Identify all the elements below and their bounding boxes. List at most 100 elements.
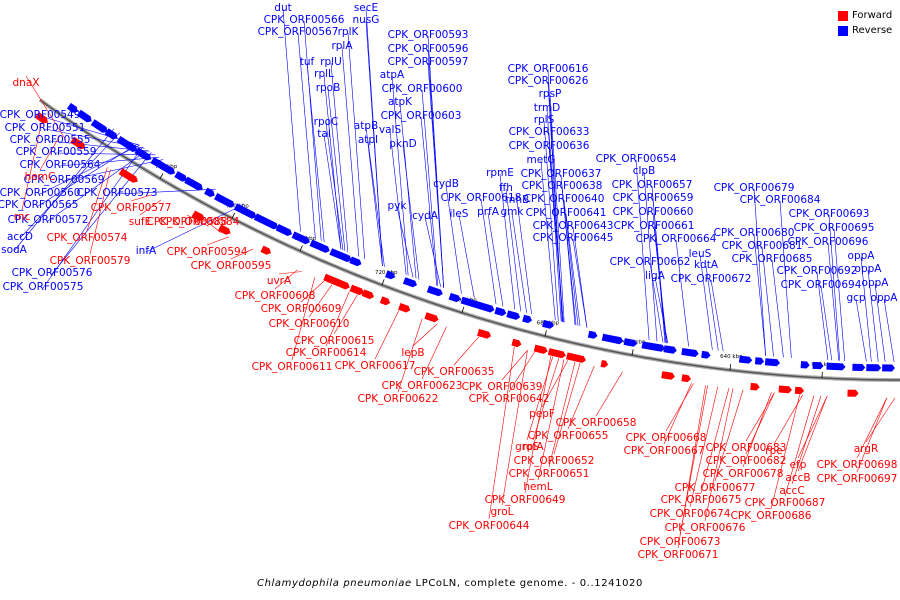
reverse-gene-label: tuf xyxy=(300,56,315,68)
reverse-gene xyxy=(349,256,362,267)
reverse-swatch xyxy=(838,25,848,36)
reverse-gene xyxy=(184,176,203,191)
reverse-gene xyxy=(494,307,507,316)
reverse-gene-label: ligA xyxy=(645,270,665,282)
reverse-gene xyxy=(681,348,699,357)
reverse-gene-label: CPK_ORF00695 xyxy=(794,222,875,234)
reverse-gene xyxy=(309,239,330,253)
reverse-gene-label: pyk xyxy=(388,200,408,212)
map-caption: Chlamydophila pneumoniae LPCoLN, complet… xyxy=(0,578,900,589)
forward-leader-line xyxy=(278,271,302,275)
reverse-gene-label: CPK_ORF00616 xyxy=(508,63,589,75)
reverse-gene xyxy=(601,333,624,345)
forward-leader-line xyxy=(421,326,447,380)
reverse-gene-label: CPK_ORF00643 xyxy=(533,220,614,232)
reverse-leader-line xyxy=(13,128,115,252)
reverse-gene xyxy=(460,296,495,313)
forward-leader-line xyxy=(745,392,775,442)
reverse-gene-label: CPK_ORF00555 xyxy=(10,134,91,146)
reverse-leader-line xyxy=(63,159,164,182)
tick-label: 720 kbp xyxy=(375,270,398,276)
reverse-gene-label: CPK_ORF00551 xyxy=(5,122,86,134)
reverse-gene-label: CPK_ORF00603 xyxy=(381,110,462,122)
forward-gene-label: CPK_ORF00671 xyxy=(638,549,719,561)
forward-gene-label: CPK_ORF00588 xyxy=(147,216,228,228)
reverse-leader-line xyxy=(389,130,407,275)
reverse-gene-label: kdtA xyxy=(694,259,719,271)
forward-gene-label: hemL xyxy=(523,481,552,493)
reverse-gene-label: dut xyxy=(274,2,291,14)
forward-gene-label: CPK_ORF00609 xyxy=(261,303,342,315)
forward-gene-label: CPK_ORF00595 xyxy=(191,260,272,272)
reverse-gene-label: CPK_ORF00567 xyxy=(258,26,339,38)
reverse-leader-line xyxy=(653,226,668,344)
forward-gene-label: rpiA xyxy=(522,441,544,453)
forward-gene xyxy=(191,210,205,221)
reverse-gene-label: CPK_ORF00600 xyxy=(382,83,463,95)
reverse-gene-label: CPK_ORF00685 xyxy=(732,253,813,265)
reverse-leader-line xyxy=(51,152,152,275)
tick-mark xyxy=(231,212,236,219)
reverse-leader-line xyxy=(699,254,713,350)
forward-leader-line xyxy=(39,135,61,171)
forward-leader-line xyxy=(526,356,554,441)
reverse-gene-label: rpmE xyxy=(486,167,514,179)
reverse-gene-label: rpoC xyxy=(314,116,339,128)
reverse-leader-line xyxy=(306,62,325,243)
reverse-gene-label: valS xyxy=(379,124,402,136)
forward-gene xyxy=(661,371,675,380)
reverse-gene-label: sodA xyxy=(1,244,28,256)
reverse-gene-label: CPK_ORF00593 xyxy=(388,29,469,41)
reverse-gene-label: rpsP xyxy=(539,88,562,100)
forward-leader-line xyxy=(537,359,565,481)
forward-gene-label: CPK_ORF00622 xyxy=(358,393,439,405)
forward-gene-label: CPK_ORF00610 xyxy=(269,318,350,330)
reverse-gene-label: prfA xyxy=(477,206,500,218)
forward-gene xyxy=(533,344,548,354)
tick-mark xyxy=(159,173,164,179)
reverse-gene-label: CPK_ORF00572 xyxy=(8,214,89,226)
reverse-leader-line xyxy=(867,269,879,362)
reverse-gene-label: CPK_ORF00645 xyxy=(533,232,614,244)
reverse-gene-label: accD xyxy=(7,231,33,243)
forward-gene xyxy=(379,296,391,306)
backbone-line xyxy=(39,99,900,381)
reverse-leader-line xyxy=(19,132,120,239)
tick-mark xyxy=(461,306,465,313)
reverse-gene-label: CPK_ORF00681 xyxy=(722,240,803,252)
forward-gene-label: efp xyxy=(790,459,807,471)
forward-leader-line xyxy=(130,194,152,202)
reverse-leader-line xyxy=(330,62,349,253)
forward-gene-label: CPK_ORF00579 xyxy=(50,255,131,267)
forward-leader-line xyxy=(206,236,229,246)
reverse-gene-label: CPK_ORF00638 xyxy=(522,180,603,192)
forward-gene-label: CPK_ORF00687 xyxy=(745,497,826,509)
forward-gene-label: CPK_ORF00644 xyxy=(449,520,530,532)
reverse-gene-label: CPK_ORF00664 xyxy=(636,233,717,245)
forward-leader-line xyxy=(595,371,623,417)
reverse-gene xyxy=(174,171,187,182)
reverse-leader-line xyxy=(327,88,346,251)
forward-leader-line xyxy=(186,214,209,227)
reverse-gene xyxy=(852,363,866,371)
reverse-gene-label: CPK_ORF00596 xyxy=(388,43,469,55)
reverse-gene-label: atpB xyxy=(354,120,378,132)
forward-gene-label: CPK_ORF00639 xyxy=(462,381,543,393)
reverse-gene-label: cydA xyxy=(412,210,439,222)
reverse-gene-label: CPK_ORF00684 xyxy=(740,194,821,206)
reverse-leader-line xyxy=(833,228,845,361)
reverse-gene xyxy=(76,109,92,123)
forward-gene-label: CPK_ORF00676 xyxy=(665,522,746,534)
reverse-leader-line xyxy=(347,32,365,259)
reverse-gene xyxy=(522,314,532,324)
forward-leader-line xyxy=(300,280,325,303)
reverse-leader-line xyxy=(499,173,516,310)
reverse-gene-label: pknD xyxy=(389,138,417,150)
forward-gene-label: CPK_ORF00655 xyxy=(528,430,609,442)
reverse-gene xyxy=(800,361,810,369)
reverse-gene xyxy=(506,310,521,320)
reverse-gene-label: oppA xyxy=(848,250,876,262)
reverse-leader-line xyxy=(572,238,588,328)
forward-gene-label: CPK_ORF00615 xyxy=(294,335,375,347)
forward-leader-line xyxy=(501,350,528,381)
